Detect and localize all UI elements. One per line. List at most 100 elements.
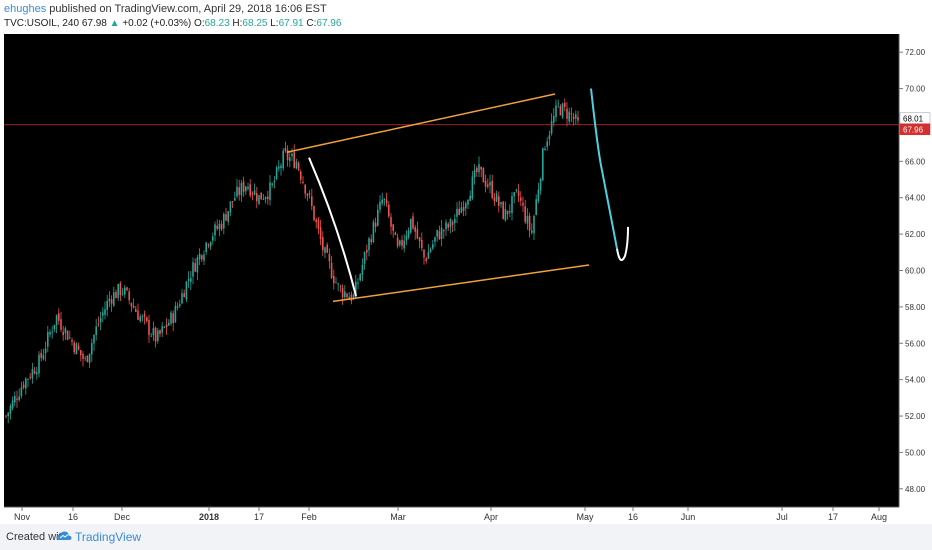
candle-body — [440, 227, 443, 240]
candle-body — [88, 353, 91, 364]
price-label-box — [899, 123, 931, 136]
author-link[interactable]: ehughes — [4, 3, 47, 15]
drawn-down-curve[interactable] — [308, 157, 357, 297]
candle-body — [302, 181, 304, 183]
candle-body — [227, 211, 229, 222]
candle-body — [346, 293, 348, 298]
x-tick-label: Mar — [390, 512, 406, 522]
channel-lower-line[interactable] — [332, 264, 590, 303]
candle-body — [533, 216, 535, 234]
candle-body — [14, 396, 16, 403]
candle-body — [75, 343, 78, 355]
price-label-text: 68.01 — [903, 114, 924, 123]
drawn-hook[interactable] — [616, 226, 629, 262]
candle-body — [25, 378, 27, 389]
candle-body — [524, 206, 526, 222]
x-tick-label: Jun — [681, 512, 696, 522]
candle-body — [504, 209, 507, 221]
published-text: published on TradingView.com, April 29, … — [49, 3, 327, 15]
candle-body — [315, 219, 317, 222]
candle-body — [60, 319, 62, 330]
y-tick-label: 56.00 — [905, 339, 926, 348]
price-chart[interactable]: 48.00 50.00 52.00 54.00 56.00 58.00 60.00 62.00… — [0, 34, 932, 523]
candle-body — [249, 184, 251, 196]
candle-body — [553, 116, 555, 123]
candle-body — [465, 203, 467, 209]
candle-body — [161, 326, 163, 333]
candle-body — [350, 294, 353, 301]
candle-body — [203, 254, 205, 261]
candle-body — [165, 324, 168, 328]
candle-body — [421, 239, 423, 249]
candle-body — [399, 240, 401, 245]
x-tick-label: Apr — [484, 512, 498, 522]
candle-body — [223, 213, 225, 229]
y-tick-label: 70.00 — [905, 85, 926, 94]
candle-body — [476, 167, 478, 172]
candle-body — [427, 252, 430, 259]
price-labels: 68.01 67.96 — [899, 112, 931, 136]
candle-body — [432, 244, 434, 249]
x-tick-label: Dec — [114, 512, 131, 522]
x-tick-label: Feb — [301, 512, 317, 522]
candle-body — [231, 201, 234, 202]
candle-body — [264, 196, 267, 200]
y-tick-label: 48.00 — [905, 485, 926, 494]
x-axis[interactable]: Nov 16 Dec 2018 17 Feb Mar Apr May 16 Jun Jul 17 Aug — [14, 507, 887, 522]
created-with-text: Created with — [6, 531, 68, 543]
last-price: 67.98 — [81, 18, 107, 29]
candle-body — [106, 300, 108, 310]
candle-body — [537, 189, 540, 202]
y-tick-label: 60.00 — [905, 267, 926, 276]
candle-body — [577, 117, 579, 121]
projection-curve[interactable] — [590, 88, 618, 249]
candle-body — [328, 253, 331, 262]
candle-body — [423, 249, 425, 258]
candle-body — [38, 354, 40, 374]
candle-body — [49, 332, 51, 335]
candle-body — [460, 207, 463, 213]
candle-body — [561, 103, 564, 118]
high-value: 68.25 — [242, 18, 268, 29]
candle-body — [185, 281, 188, 300]
candle-body — [284, 147, 287, 152]
candle-body — [33, 370, 36, 374]
candle-body — [258, 195, 260, 204]
candle-body — [31, 369, 34, 379]
candle-body — [36, 372, 38, 375]
candle-body — [339, 286, 342, 288]
candle-body — [27, 378, 29, 380]
candle-body — [207, 244, 210, 246]
y-tick-label: 58.00 — [905, 303, 926, 312]
candle-body — [403, 240, 405, 249]
candle-body — [251, 193, 254, 195]
candle-body — [73, 342, 75, 353]
candle-body — [69, 337, 71, 339]
candle-body — [86, 355, 89, 362]
candle-body — [337, 283, 339, 285]
candle-body — [313, 205, 315, 221]
candle-body — [531, 230, 533, 233]
candle-body — [196, 257, 199, 273]
candle-body — [64, 328, 67, 334]
candle-body — [256, 193, 258, 202]
candle-body — [139, 316, 141, 322]
candle-body — [128, 291, 130, 301]
candle-body — [29, 376, 31, 378]
candle-body — [234, 197, 236, 201]
candle-body — [93, 335, 95, 344]
drawings-layer — [286, 88, 629, 303]
candle-body — [253, 190, 256, 195]
x-tick-label: Jul — [776, 512, 788, 522]
candle-body — [372, 221, 375, 242]
candle-body — [438, 231, 441, 239]
tradingview-brand-link[interactable]: TradingView — [75, 530, 142, 544]
candle-body — [515, 189, 518, 191]
candle-body — [407, 230, 410, 238]
candle-body — [500, 202, 502, 205]
x-tick-label: 2018 — [199, 512, 219, 522]
candle-body — [42, 354, 45, 360]
candle-body — [110, 299, 113, 304]
footer-bar: Created with TradingView — [0, 524, 932, 550]
channel-upper-line[interactable] — [286, 93, 556, 153]
